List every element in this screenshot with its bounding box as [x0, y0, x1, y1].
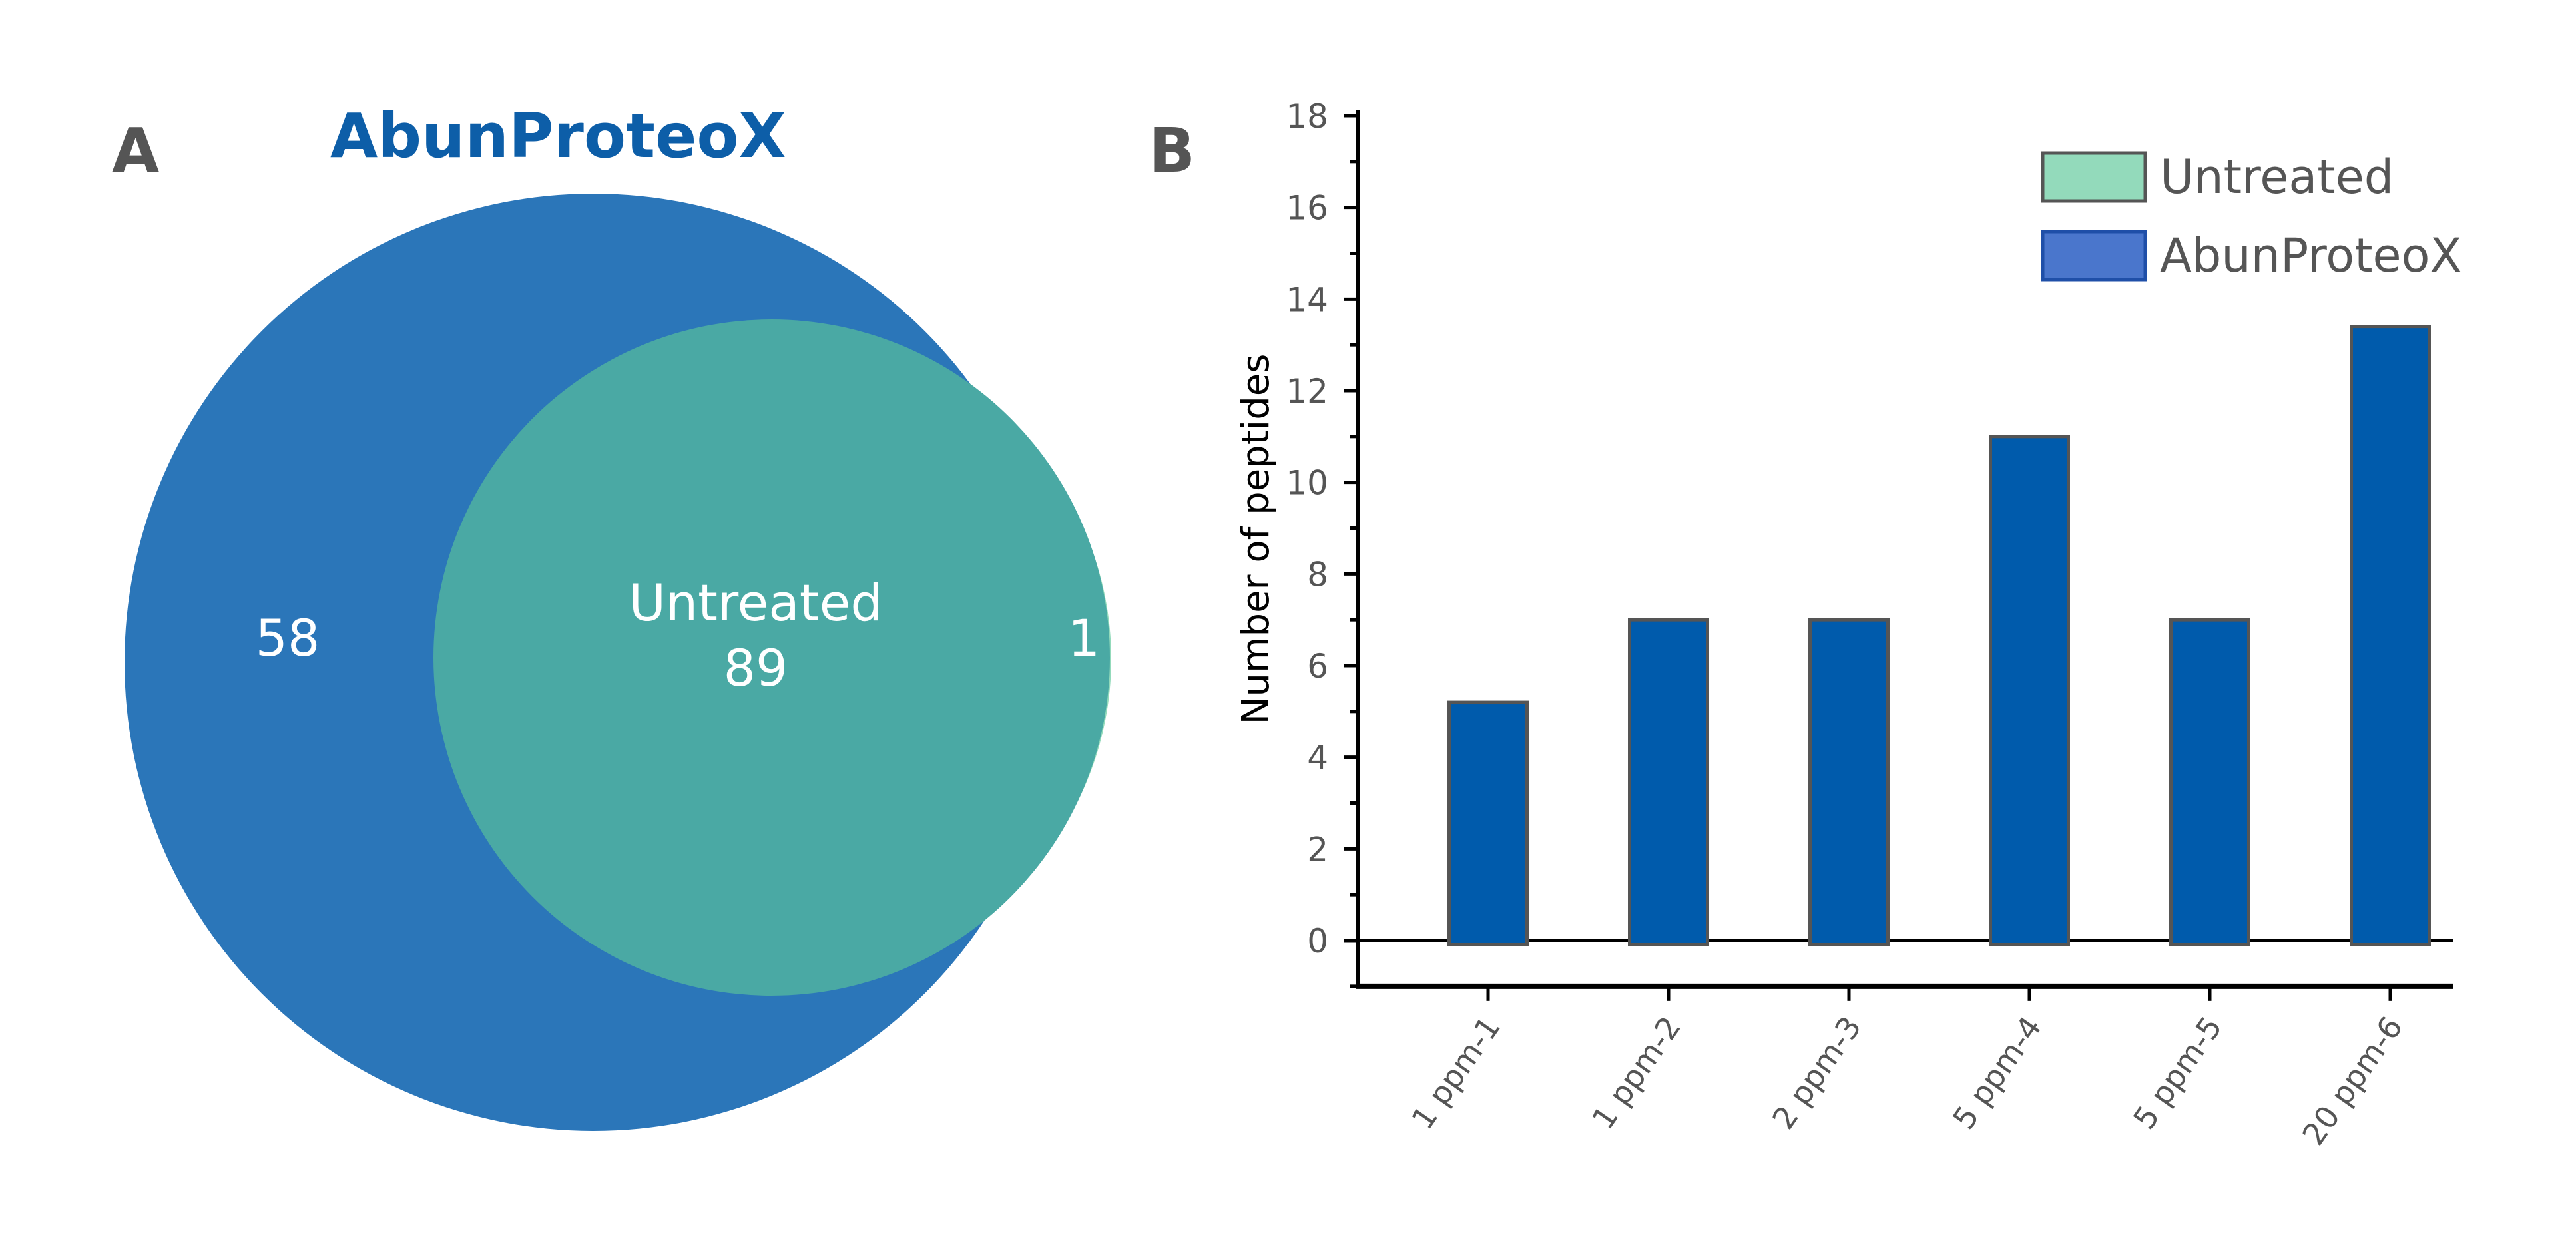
panel-b-label: B	[1149, 115, 1195, 186]
y-tick-label: 0	[1307, 922, 1328, 960]
venn-overlap-label: Untreated	[629, 573, 882, 632]
venn-overlap	[433, 319, 1110, 996]
venn-title: AbunProteoX	[330, 101, 786, 172]
y-tick-label: 4	[1307, 739, 1328, 777]
venn-abunproteox-only-count: 58	[256, 608, 320, 668]
venn-overlap-count: 89	[724, 638, 788, 698]
bar-2	[1628, 618, 1709, 946]
x-tick-label: 2 ppm-3	[1765, 1010, 1868, 1136]
y-tick-label: 8	[1307, 555, 1328, 594]
y-tick-label: 10	[1286, 464, 1328, 503]
bar-3	[1808, 618, 1890, 946]
y-tick-label: 14	[1286, 280, 1328, 319]
x-tick-label: 1 ppm-1	[1404, 1010, 1507, 1136]
legend-swatch-untreated	[2041, 151, 2147, 203]
x-tick-label: 20 ppm-6	[2295, 1010, 2410, 1152]
legend-label-abunproteox: AbunProteoX	[2160, 228, 2461, 283]
bar-1	[1447, 700, 1529, 946]
y-axis-label: Number of peptides	[1234, 354, 1278, 725]
x-tick-label: 5 ppm-4	[1945, 1010, 2049, 1136]
y-tick-label: 16	[1286, 189, 1328, 228]
bar-4	[1989, 435, 2070, 946]
bar-6	[2350, 325, 2431, 946]
legend-swatch-abunproteox	[2041, 230, 2147, 282]
bar-5	[2169, 618, 2250, 946]
y-tick-label: 18	[1286, 97, 1328, 136]
legend-label-untreated: Untreated	[2160, 150, 2394, 204]
venn-untreated-only-count: 1	[1068, 608, 1100, 668]
y-tick-label: 6	[1307, 647, 1328, 686]
y-tick-label: 12	[1286, 372, 1328, 411]
x-tick-label: 5 ppm-5	[2126, 1010, 2229, 1136]
y-tick-label: 2	[1307, 830, 1328, 869]
panel-a-label: A	[112, 115, 159, 186]
x-tick-label: 1 ppm-2	[1585, 1010, 1688, 1136]
